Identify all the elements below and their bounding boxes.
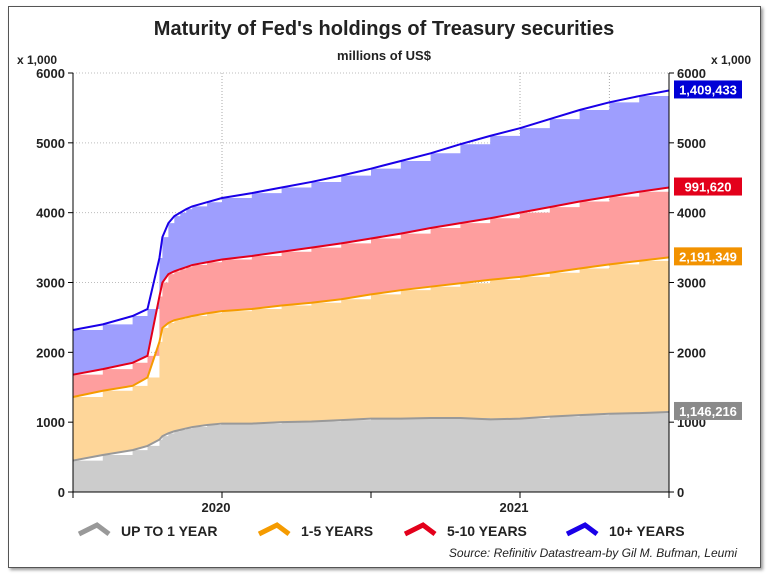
y-tick-label-right: 4000 [677,206,706,221]
y-tick-label-left: 6000 [36,66,65,81]
x-tick-label: 2021 [500,500,529,515]
legend-item: 10+ YEARS [565,522,685,539]
area-5-10-years [73,187,669,398]
y-tick-label-left: 4000 [36,206,65,221]
x-tick-label: 2020 [202,500,231,515]
legend-swatch [77,522,111,537]
y-tick-label-right: 2000 [677,345,706,360]
end-label-value: 1,409,433 [679,82,737,97]
end-label-badge [674,177,742,196]
chart-title: Maturity of Fed's holdings of Treasury s… [154,18,614,40]
y-tick-label-right: 6000 [677,66,706,81]
line-5-10-years [72,186,670,376]
legend-swatch [565,522,599,537]
chart-subtitle: millions of US$ [337,48,432,63]
y-tick-label-left: 0 [58,485,65,500]
legend-item: 5-10 YEARS [403,522,527,539]
stacked-areas [72,89,670,492]
y-tick-label-right: 3000 [677,276,706,291]
area-10-years [73,90,669,375]
source-note: Source: Refinitiv Datastream-by Gil M. B… [449,546,737,560]
y-tick-label-left: 2000 [36,345,65,360]
legend-label: 5-10 YEARS [447,523,527,539]
legend: UP TO 1 YEAR 1-5 YEARS 5-10 YEARS 10+ YEARS [77,522,685,539]
line-up-to-1-year [72,410,670,462]
end-label-badge [674,401,742,420]
end-label-value: 1,146,216 [679,404,737,419]
area-1-5-years [73,257,669,461]
left-axis-unit: x 1,000 [17,53,57,67]
line-1-5-years [72,256,670,399]
y-tick-label-left: 3000 [36,276,65,291]
end-label-value: 991,620 [685,180,732,195]
legend-label: 1-5 YEARS [301,523,373,539]
line-10-years [72,89,670,331]
end-label-value: 2,191,349 [679,249,737,264]
legend-label: 10+ YEARS [609,523,685,539]
end-label-badge [674,80,742,99]
y-tick-label-right: 5000 [677,136,706,151]
legend-swatch [403,522,437,537]
legend-swatch [257,522,291,537]
y-tick-label-left: 1000 [36,415,65,430]
y-tick-label-left: 5000 [36,136,65,151]
chart-frame: Maturity of Fed's holdings of Treasury s… [8,6,761,568]
y-tick-label-right: 0 [677,485,684,500]
legend-item: 1-5 YEARS [257,522,373,539]
end-label-badge [674,247,742,266]
area-up-to-1-year [73,411,669,492]
end-value-labels: 1,409,433 991,620 2,191,349 1,146,216 [674,80,742,420]
legend-label: UP TO 1 YEAR [121,523,217,539]
legend-item: UP TO 1 YEAR [77,522,217,539]
right-axis-unit: x 1,000 [711,53,751,67]
chart-svg: Maturity of Fed's holdings of Treasury s… [17,18,751,560]
